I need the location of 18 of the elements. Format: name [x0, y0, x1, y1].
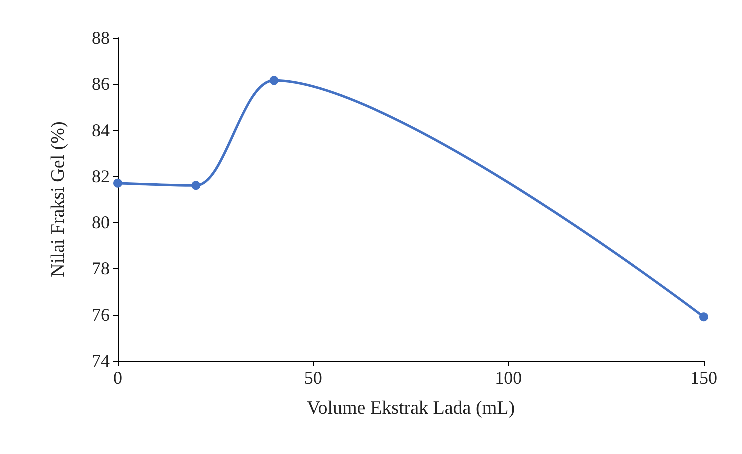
x-tick-label: 50 — [304, 368, 322, 388]
point — [192, 181, 201, 190]
point — [700, 312, 708, 322]
y-tick-label: 84 — [92, 120, 110, 140]
y-tick-label: 80 — [92, 212, 110, 233]
x-tick-label: 0 — [114, 368, 122, 388]
y-tick-label: 86 — [92, 74, 110, 94]
x-tick-label: 100 — [495, 368, 522, 388]
y-tick-label: 74 — [92, 351, 110, 371]
point — [114, 178, 122, 188]
y-tick-label: 88 — [92, 28, 110, 48]
y-tick-label: 76 — [92, 304, 110, 325]
x-tick-label: 150 — [690, 368, 718, 388]
y-tick-label: 82 — [92, 166, 110, 186]
point — [270, 76, 279, 86]
y-axis-title: Nilai Fraksi Gel (%) — [48, 122, 69, 278]
y-tick-label: 78 — [92, 258, 110, 279]
x-axis-title: Volume Ekstrak Lada (mL) — [306, 398, 516, 419]
